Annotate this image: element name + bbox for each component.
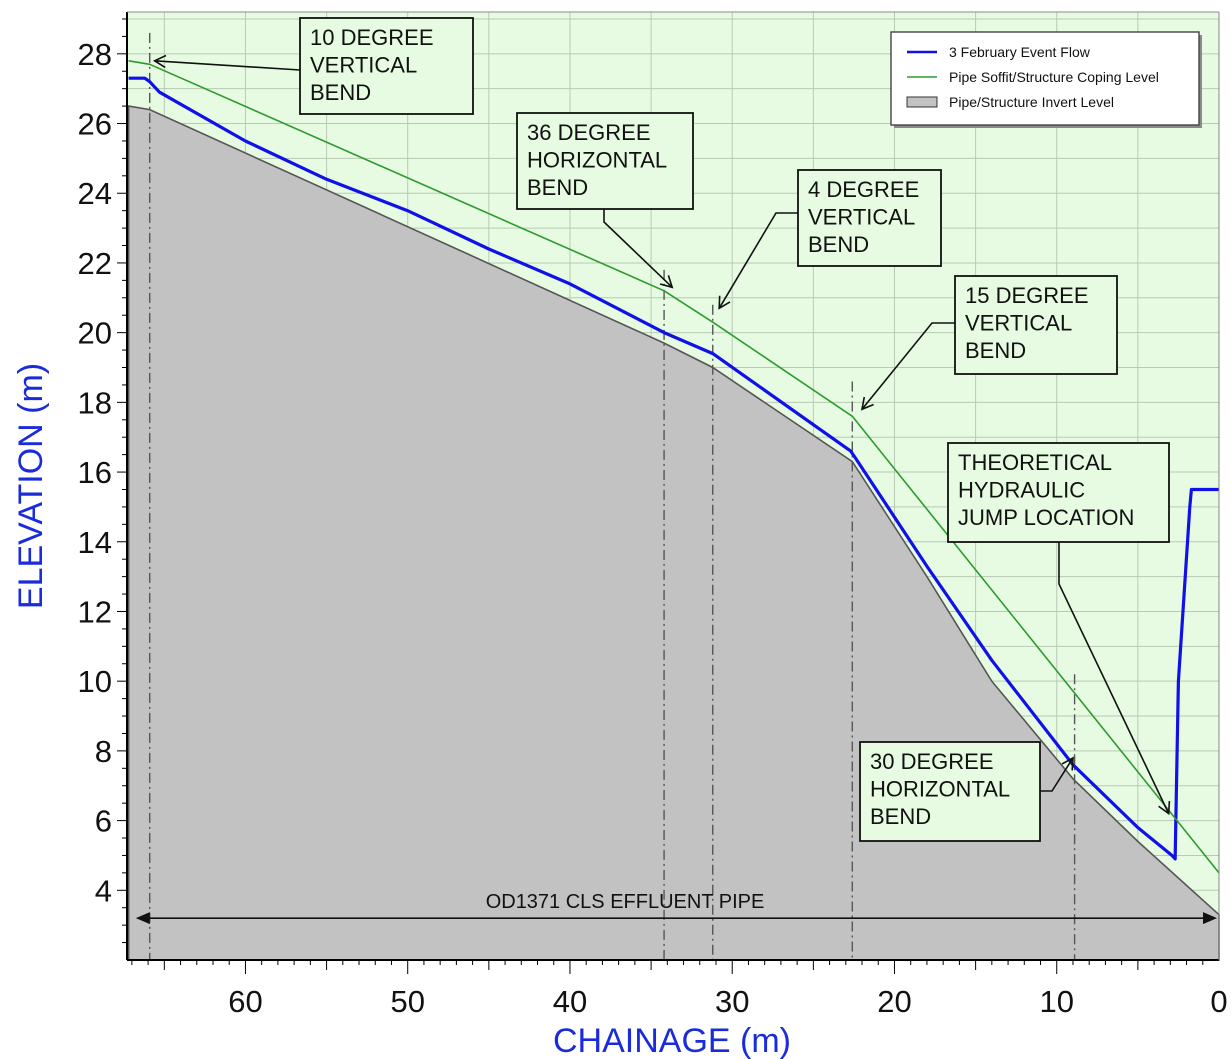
flow-line — [128, 76, 1219, 861]
y-tick-label: 12 — [78, 594, 112, 629]
annotation-text-line: 30 DEGREE — [870, 749, 994, 774]
annotation-text-line: JUMP LOCATION — [958, 505, 1134, 530]
y-tick-label: 26 — [78, 107, 112, 142]
x-tick-label: 40 — [553, 984, 587, 1019]
legend-box — [890, 31, 1200, 126]
annotation-text-line: HYDRAULIC — [958, 478, 1085, 503]
y-tick-label: 8 — [95, 734, 112, 769]
legend-label: 3 February Event Flow — [949, 44, 1091, 60]
annotation-text-line: HORIZONTAL — [870, 777, 1010, 802]
y-axis-title: ELEVATION (m) — [12, 363, 50, 609]
bend-marker-layer — [149, 32, 1076, 960]
legend-swatch-invert — [906, 96, 938, 108]
dimension-arrow-right — [1203, 912, 1217, 925]
annotation-leader — [1058, 542, 1171, 816]
annotation-text-line: BEND — [310, 80, 371, 105]
annotation-text-line: BEND — [527, 175, 588, 200]
x-tick-label: 60 — [228, 984, 262, 1019]
annotation-box — [859, 741, 1041, 842]
y-tick-label: 4 — [95, 873, 112, 908]
annotation-leader — [1040, 756, 1074, 792]
legend-label: Pipe/Structure Invert Level — [949, 94, 1114, 110]
y-tick-label: 14 — [78, 525, 112, 560]
annotation-text-line: BEND — [965, 338, 1026, 363]
x-tick-label: 30 — [715, 984, 749, 1019]
y-tick-label: 18 — [78, 385, 112, 420]
annotation-leader — [718, 212, 798, 310]
dimension-label: OD1371 CLS EFFLUENT PIPE — [486, 891, 765, 913]
y-tick-label: 6 — [95, 804, 112, 839]
x-axis-title: CHAINAGE (m) — [553, 1022, 791, 1059]
x-tick-label: 0 — [1210, 984, 1227, 1019]
x-tick-label: 20 — [877, 984, 911, 1019]
y-tick-label: 22 — [78, 246, 112, 281]
annotation-text-line: BEND — [808, 232, 869, 257]
y-tick-label: 28 — [78, 37, 112, 72]
annotation-leader — [860, 322, 955, 411]
series-layer — [128, 60, 1220, 874]
legend-label: Pipe Soffit/Structure Coping Level — [949, 69, 1159, 85]
annotation-box — [954, 275, 1118, 375]
legend: 3 February Event Flow Pipe Soffit/Structu… — [890, 31, 1202, 128]
annotation-text-line: THEORETICAL — [958, 450, 1112, 475]
annotation-text-line: 36 DEGREE — [527, 120, 651, 145]
annotation-text-line: VERTICAL — [965, 311, 1072, 336]
x-tick-label: 50 — [390, 984, 424, 1019]
y-tick-label: 16 — [78, 455, 112, 490]
annotation-box — [947, 442, 1170, 543]
annotation-box — [299, 17, 474, 115]
y-tick-label: 10 — [78, 664, 112, 699]
annotation-text-line: HORIZONTAL — [527, 148, 667, 173]
annotation-box — [516, 112, 694, 210]
y-tick-label: 20 — [78, 316, 112, 351]
annotation-box — [797, 169, 942, 267]
axes: 60 50 40 30 20 10 0 4 6 8 10 12 14 16 18 20 22 24 26 28 — [78, 11, 1228, 1019]
dimension-arrow-left — [135, 912, 150, 925]
dimension-layer: OD1371 CLS EFFLUENT PIPE — [135, 891, 1217, 925]
annotation-text-line: 4 DEGREE — [808, 177, 919, 202]
y-tick-label: 24 — [78, 176, 112, 211]
annotation-text-line: VERTICAL — [808, 205, 915, 230]
annotation-text-line: 15 DEGREE — [965, 283, 1089, 308]
annotation-text-line: BEND — [870, 804, 931, 829]
annotation-text-line: VERTICAL — [310, 53, 417, 78]
soffit-line — [128, 60, 1220, 874]
x-tick-label: 10 — [1039, 984, 1073, 1019]
annotation-text-line: 10 DEGREE — [310, 25, 434, 50]
annotation-leader — [152, 54, 301, 71]
annotation-leader — [603, 209, 674, 289]
